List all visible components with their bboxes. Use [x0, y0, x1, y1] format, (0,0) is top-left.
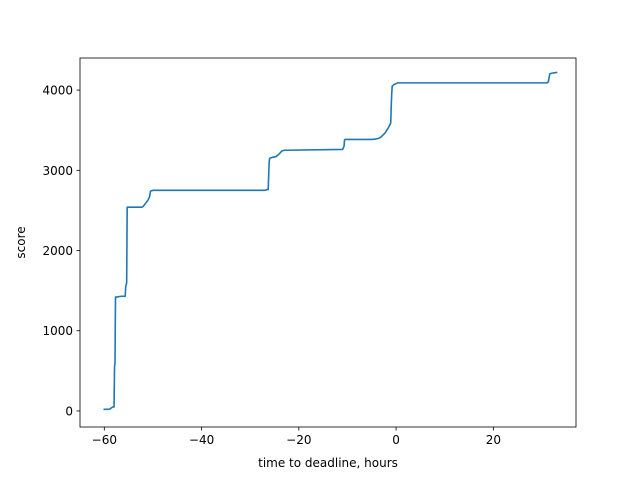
y-tick-label: 4000 — [42, 84, 73, 98]
x-tick-label: −20 — [286, 433, 311, 447]
series-layer — [103, 71, 558, 411]
y-tick-label: 0 — [65, 404, 73, 418]
series-line — [103, 71, 558, 411]
axis-ticks: −60 −40 −20 0 20 0 1000 2000 3000 4000 — [42, 84, 501, 447]
plot-frame — [79, 57, 577, 428]
x-axis-label: time to deadline, hours — [258, 456, 398, 470]
plot-background — [80, 58, 576, 427]
x-tick-label: 20 — [486, 433, 501, 447]
y-tick-label: 3000 — [42, 164, 73, 178]
x-tick-label: −40 — [189, 433, 214, 447]
y-tick-label: 1000 — [42, 324, 73, 338]
y-axis-label: score — [14, 226, 28, 258]
x-tick-label: 0 — [392, 433, 400, 447]
y-tick-label: 2000 — [42, 244, 73, 258]
x-tick-label: −60 — [92, 433, 117, 447]
